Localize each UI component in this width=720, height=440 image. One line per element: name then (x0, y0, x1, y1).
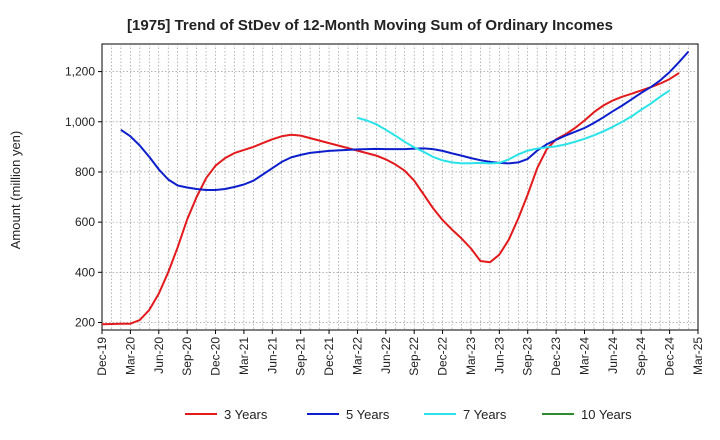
x-tick-label: Mar-24 (577, 337, 591, 375)
x-tick-label: Jun-23 (492, 337, 506, 374)
x-tick-label: Mar-25 (691, 337, 705, 375)
x-tick-label: Dec-21 (322, 337, 336, 376)
y-tick-label: 200 (75, 315, 95, 329)
y-tick-label: 1,200 (65, 65, 95, 79)
x-tick-label: Mar-21 (237, 337, 251, 375)
series-line-7-years (357, 89, 671, 165)
x-tick-label: Dec-23 (549, 337, 563, 376)
x-tick-label: Jun-20 (152, 337, 166, 374)
x-tick-label: Dec-22 (436, 337, 450, 376)
series-line-3-years (101, 72, 680, 326)
y-tick-label: 400 (75, 265, 95, 279)
x-tick-label: Jun-24 (606, 337, 620, 374)
legend-label: 5 Years (346, 407, 390, 422)
x-tick-label: Sep-20 (180, 337, 194, 376)
y-axis-label: Amount (million yen) (8, 131, 23, 250)
x-tick-label: Mar-22 (350, 337, 364, 375)
y-tick-label: 600 (75, 215, 95, 229)
legend-label: 10 Years (581, 407, 632, 422)
legend: 3 Years 5 Years 7 Years 10 Years (185, 407, 632, 422)
x-tick-label: Sep-22 (407, 337, 421, 376)
legend-label: 7 Years (463, 407, 507, 422)
series-line-5-years (120, 50, 690, 191)
x-tick-label: Sep-21 (294, 337, 308, 376)
legend-label: 3 Years (224, 407, 268, 422)
x-tick-label: Dec-19 (95, 337, 109, 376)
x-tick-label: Mar-23 (464, 337, 478, 375)
x-tick-label: Dec-24 (663, 337, 677, 376)
grid (102, 44, 698, 330)
x-tick-label: Jun-21 (265, 337, 279, 374)
x-tick-label: Jun-22 (379, 337, 393, 374)
y-tick-label: 800 (75, 165, 95, 179)
x-tick-label: Sep-23 (521, 337, 535, 376)
y-tick-label: 1,000 (65, 115, 95, 129)
plot-area (101, 43, 699, 331)
x-axis: Dec-19 Mar-20 Jun-20 Sep-20 Dec-20 Mar-21 Jun-… (95, 330, 705, 376)
x-tick-label: Dec-20 (209, 337, 223, 376)
y-axis: 200 400 600 800 1,000 1,200 (65, 65, 102, 329)
x-tick-label: Sep-24 (634, 337, 648, 376)
x-tick-label: Mar-20 (123, 337, 137, 375)
chart-title: [1975] Trend of StDev of 12-Month Moving… (127, 17, 613, 34)
series-lines (101, 50, 690, 326)
